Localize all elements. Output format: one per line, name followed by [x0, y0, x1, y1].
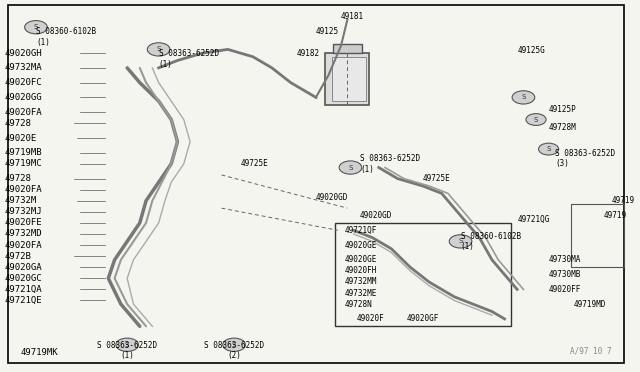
Text: 49020FA: 49020FA — [4, 185, 42, 194]
Bar — [335, 223, 511, 326]
Text: 49728: 49728 — [4, 119, 31, 128]
Text: 49020GE: 49020GE — [344, 255, 376, 264]
Bar — [332, 57, 366, 101]
Text: S 08363-6252D
(3): S 08363-6252D (3) — [555, 149, 615, 169]
Text: 49020E: 49020E — [4, 134, 36, 142]
Text: S: S — [547, 146, 551, 152]
Text: 4972B: 4972B — [4, 251, 31, 261]
Text: 49020FC: 49020FC — [4, 78, 42, 87]
Bar — [333, 44, 362, 53]
Text: 49732MJ: 49732MJ — [4, 207, 42, 217]
Text: 49719: 49719 — [611, 196, 635, 205]
Text: 49020GD: 49020GD — [360, 211, 392, 220]
Text: 49020GG: 49020GG — [4, 93, 42, 102]
Circle shape — [25, 20, 47, 34]
Circle shape — [223, 338, 245, 352]
Circle shape — [538, 143, 559, 155]
Text: 49732MA: 49732MA — [4, 63, 42, 72]
Circle shape — [512, 91, 535, 104]
Text: 49719: 49719 — [604, 211, 627, 220]
Text: 49719MK: 49719MK — [20, 348, 58, 357]
Text: 49719MC: 49719MC — [4, 159, 42, 169]
Text: 49020GA: 49020GA — [4, 263, 42, 272]
Text: 49020GH: 49020GH — [4, 49, 42, 58]
Text: 49725E: 49725E — [423, 174, 451, 183]
Text: 49020GF: 49020GF — [407, 314, 440, 323]
Text: S 08360-6102B
(1): S 08360-6102B (1) — [36, 27, 96, 46]
Text: S 08363-6252D
(1): S 08363-6252D (1) — [97, 341, 157, 360]
Text: 49728M: 49728M — [548, 123, 577, 132]
Text: S: S — [534, 116, 538, 122]
Bar — [325, 53, 369, 105]
Text: 49721QE: 49721QE — [4, 296, 42, 305]
Text: 49732MD: 49732MD — [4, 230, 42, 238]
Text: S: S — [34, 24, 38, 30]
Circle shape — [526, 113, 546, 125]
Text: 49719MB: 49719MB — [4, 148, 42, 157]
Circle shape — [116, 338, 138, 352]
Text: 49721QG: 49721QG — [517, 215, 550, 224]
Text: 49125P: 49125P — [548, 105, 577, 114]
Text: 49732ME: 49732ME — [344, 289, 376, 298]
Text: 49125G: 49125G — [517, 46, 545, 55]
Text: 49728: 49728 — [4, 174, 31, 183]
Text: 49020FE: 49020FE — [4, 218, 42, 227]
Text: S: S — [125, 342, 129, 348]
Text: S 08363-6252D
(1): S 08363-6252D (1) — [360, 154, 420, 174]
Text: 49730MB: 49730MB — [548, 270, 581, 279]
Text: 49721QF: 49721QF — [344, 226, 376, 235]
Bar — [571, 205, 624, 267]
Text: 49020FF: 49020FF — [548, 285, 581, 294]
Text: S 08363-6252D
(1): S 08363-6252D (1) — [159, 49, 219, 69]
Text: S: S — [156, 46, 161, 52]
Text: 49125: 49125 — [316, 27, 339, 36]
Text: S: S — [521, 94, 525, 100]
Text: 49730MA: 49730MA — [548, 255, 581, 264]
Text: S: S — [458, 238, 463, 244]
Text: 49020FA: 49020FA — [4, 108, 42, 117]
Circle shape — [449, 235, 472, 248]
Text: 49020FA: 49020FA — [4, 241, 42, 250]
Text: 49182: 49182 — [297, 49, 320, 58]
Text: 49721QA: 49721QA — [4, 285, 42, 294]
Text: 49732M: 49732M — [4, 196, 36, 205]
Text: S 08363-6252D
(2): S 08363-6252D (2) — [204, 341, 264, 360]
Text: 49020GC: 49020GC — [4, 274, 42, 283]
Text: 49020GD: 49020GD — [316, 193, 348, 202]
Text: 49181: 49181 — [341, 13, 364, 22]
Text: 49728N: 49728N — [344, 300, 372, 309]
Text: S 08360-6102B
(1): S 08360-6102B (1) — [461, 232, 521, 251]
Text: 49020FH: 49020FH — [344, 266, 376, 275]
Text: 49732MM: 49732MM — [344, 278, 376, 286]
Text: 49719MD: 49719MD — [573, 300, 606, 309]
Circle shape — [339, 161, 362, 174]
Circle shape — [147, 43, 170, 56]
Text: S: S — [348, 164, 353, 170]
Text: 49020F: 49020F — [356, 314, 385, 323]
Text: 49725E: 49725E — [241, 159, 268, 169]
Text: A/97 10 7: A/97 10 7 — [570, 347, 611, 356]
Text: S: S — [232, 342, 236, 348]
Text: 49020GE: 49020GE — [344, 241, 376, 250]
